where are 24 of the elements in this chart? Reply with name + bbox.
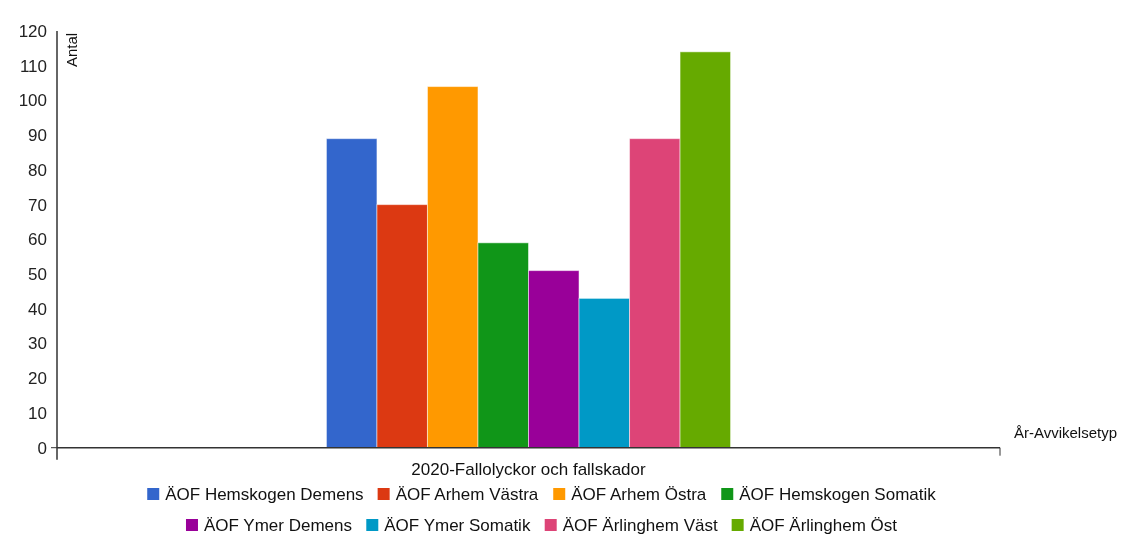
y-tick-label: 80 [28,160,47,180]
y-tick-label: 60 [28,230,47,250]
legend-label: ÄOF Arhem Östra [571,484,707,504]
legend-label: ÄOF Hemskogen Demens [165,484,364,504]
y-tick-label: 0 [37,438,47,458]
y-tick-label: 10 [28,403,47,423]
legend-label: ÄOF Ymer Demens [203,515,352,535]
legend-label: ÄOF Hemskogen Somatik [739,484,937,504]
legend-label: ÄOF Arhem Västra [395,484,539,504]
y-tick-label: 100 [18,91,47,111]
y-tick-label: 120 [18,21,47,41]
legend-label: ÄOF Ärlinghem Öst [749,515,898,535]
y-tick-label: 110 [19,56,47,76]
y-tick-label: 40 [28,299,47,319]
legend-label: ÄOF Ymer Somatik [384,515,531,535]
y-tick-label: 50 [28,265,47,285]
y-axis-title: Antal [63,32,80,67]
x-axis-title: År-Avvikelsetyp [1013,423,1117,441]
legend-label: ÄOF Ärlinghem Väst [562,515,718,535]
y-tick-label: 70 [28,195,47,215]
x-tick-label: 2020-Fallolyckor och fallskador [411,459,646,479]
y-tick-label: 20 [28,369,47,389]
y-tick-label: 30 [28,334,47,354]
y-tick-label: 90 [28,126,47,146]
